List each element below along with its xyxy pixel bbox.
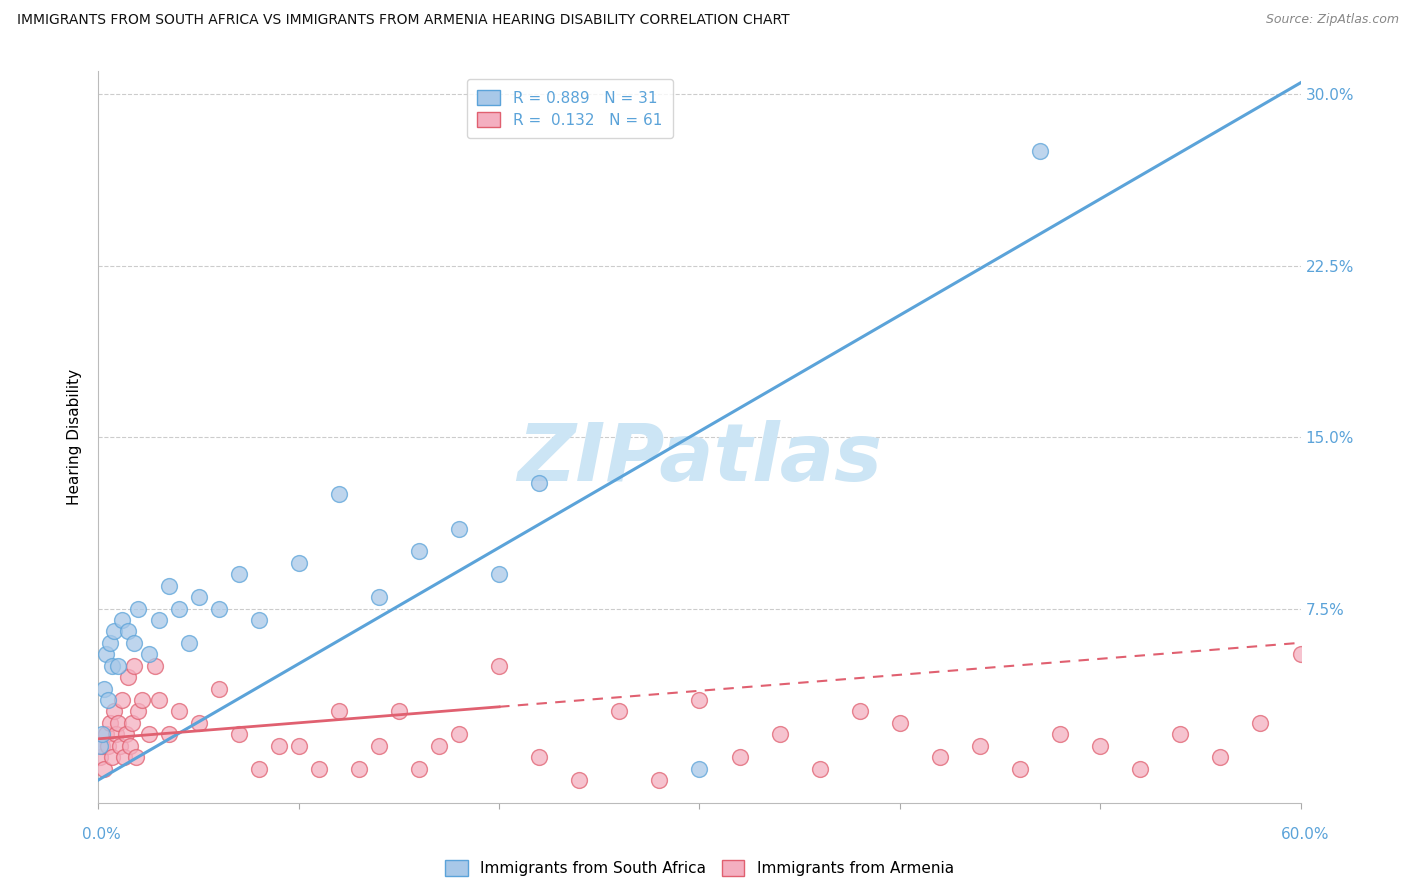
Point [157, 579, 180, 593]
Text: Source: ZipAtlas.com: Source: ZipAtlas.com [1265, 13, 1399, 27]
Point [529, 750, 551, 764]
Point [91, 739, 114, 753]
Point [769, 727, 792, 741]
Point [138, 647, 160, 661]
Point [247, 613, 270, 627]
Point [808, 762, 831, 776]
Point [689, 693, 711, 707]
Point [100, 636, 122, 650]
Point [427, 739, 450, 753]
Point [849, 705, 872, 719]
Text: IMMIGRANTS FROM SOUTH AFRICA VS IMMIGRANTS FROM ARMENIA HEARING DISABILITY CORRE: IMMIGRANTS FROM SOUTH AFRICA VS IMMIGRAN… [17, 13, 790, 28]
Point [89, 739, 111, 753]
Point [1010, 762, 1032, 776]
Point [148, 613, 170, 627]
Point [1088, 739, 1111, 753]
Point [93, 762, 115, 776]
Point [1250, 715, 1272, 730]
Point [167, 601, 190, 615]
Point [288, 556, 311, 570]
Point [529, 475, 551, 490]
Point [107, 658, 129, 673]
Point [728, 750, 751, 764]
Point [148, 693, 170, 707]
Point [969, 739, 991, 753]
Point [609, 705, 631, 719]
Point [93, 681, 115, 696]
Point [1289, 647, 1312, 661]
Point [1129, 762, 1152, 776]
Point [267, 739, 290, 753]
Point [648, 772, 671, 787]
Point [91, 727, 114, 741]
Point [1170, 727, 1192, 741]
Point [101, 750, 124, 764]
Point [138, 727, 160, 741]
Text: 60.0%: 60.0% [1281, 827, 1329, 841]
Point [114, 750, 136, 764]
Legend: Immigrants from South Africa, Immigrants from Armenia: Immigrants from South Africa, Immigrants… [439, 855, 960, 882]
Point [167, 705, 190, 719]
Point [103, 624, 125, 639]
Point [208, 601, 231, 615]
Point [101, 658, 124, 673]
Point [124, 658, 146, 673]
Point [1049, 727, 1071, 741]
Point [208, 681, 231, 696]
Point [228, 727, 250, 741]
Point [96, 727, 118, 741]
Point [447, 521, 470, 535]
Point [121, 715, 143, 730]
Point [100, 715, 122, 730]
Point [488, 567, 510, 582]
Point [347, 762, 370, 776]
Point [157, 727, 180, 741]
Point [131, 693, 153, 707]
Point [177, 636, 200, 650]
Point [328, 487, 350, 501]
Point [447, 727, 470, 741]
Point [117, 624, 139, 639]
Point [115, 727, 138, 741]
Point [328, 705, 350, 719]
Point [408, 762, 430, 776]
Text: ZIPatlas: ZIPatlas [517, 420, 882, 498]
Point [120, 739, 142, 753]
Point [105, 727, 128, 741]
Point [247, 762, 270, 776]
Point [111, 613, 134, 627]
Point [288, 739, 311, 753]
Point [125, 750, 148, 764]
Point [128, 601, 150, 615]
Text: 0.0%: 0.0% [82, 827, 121, 841]
Point [929, 750, 952, 764]
Point [143, 658, 166, 673]
Point [1209, 750, 1232, 764]
Point [889, 715, 911, 730]
Point [568, 772, 591, 787]
Point [111, 693, 134, 707]
Point [110, 739, 132, 753]
Point [408, 544, 430, 558]
Y-axis label: Hearing Disability: Hearing Disability [67, 369, 83, 505]
Point [103, 705, 125, 719]
Point [128, 705, 150, 719]
Point [107, 715, 129, 730]
Point [368, 590, 391, 604]
Point [1029, 145, 1052, 159]
Point [124, 636, 146, 650]
Point [187, 715, 209, 730]
Point [488, 658, 510, 673]
Point [689, 762, 711, 776]
Point [308, 762, 330, 776]
Point [117, 670, 139, 684]
Point [89, 750, 111, 764]
Point [228, 567, 250, 582]
Point [187, 590, 209, 604]
Point [96, 647, 118, 661]
Point [368, 739, 391, 753]
Point [388, 705, 411, 719]
Point [97, 739, 120, 753]
Point [97, 693, 120, 707]
